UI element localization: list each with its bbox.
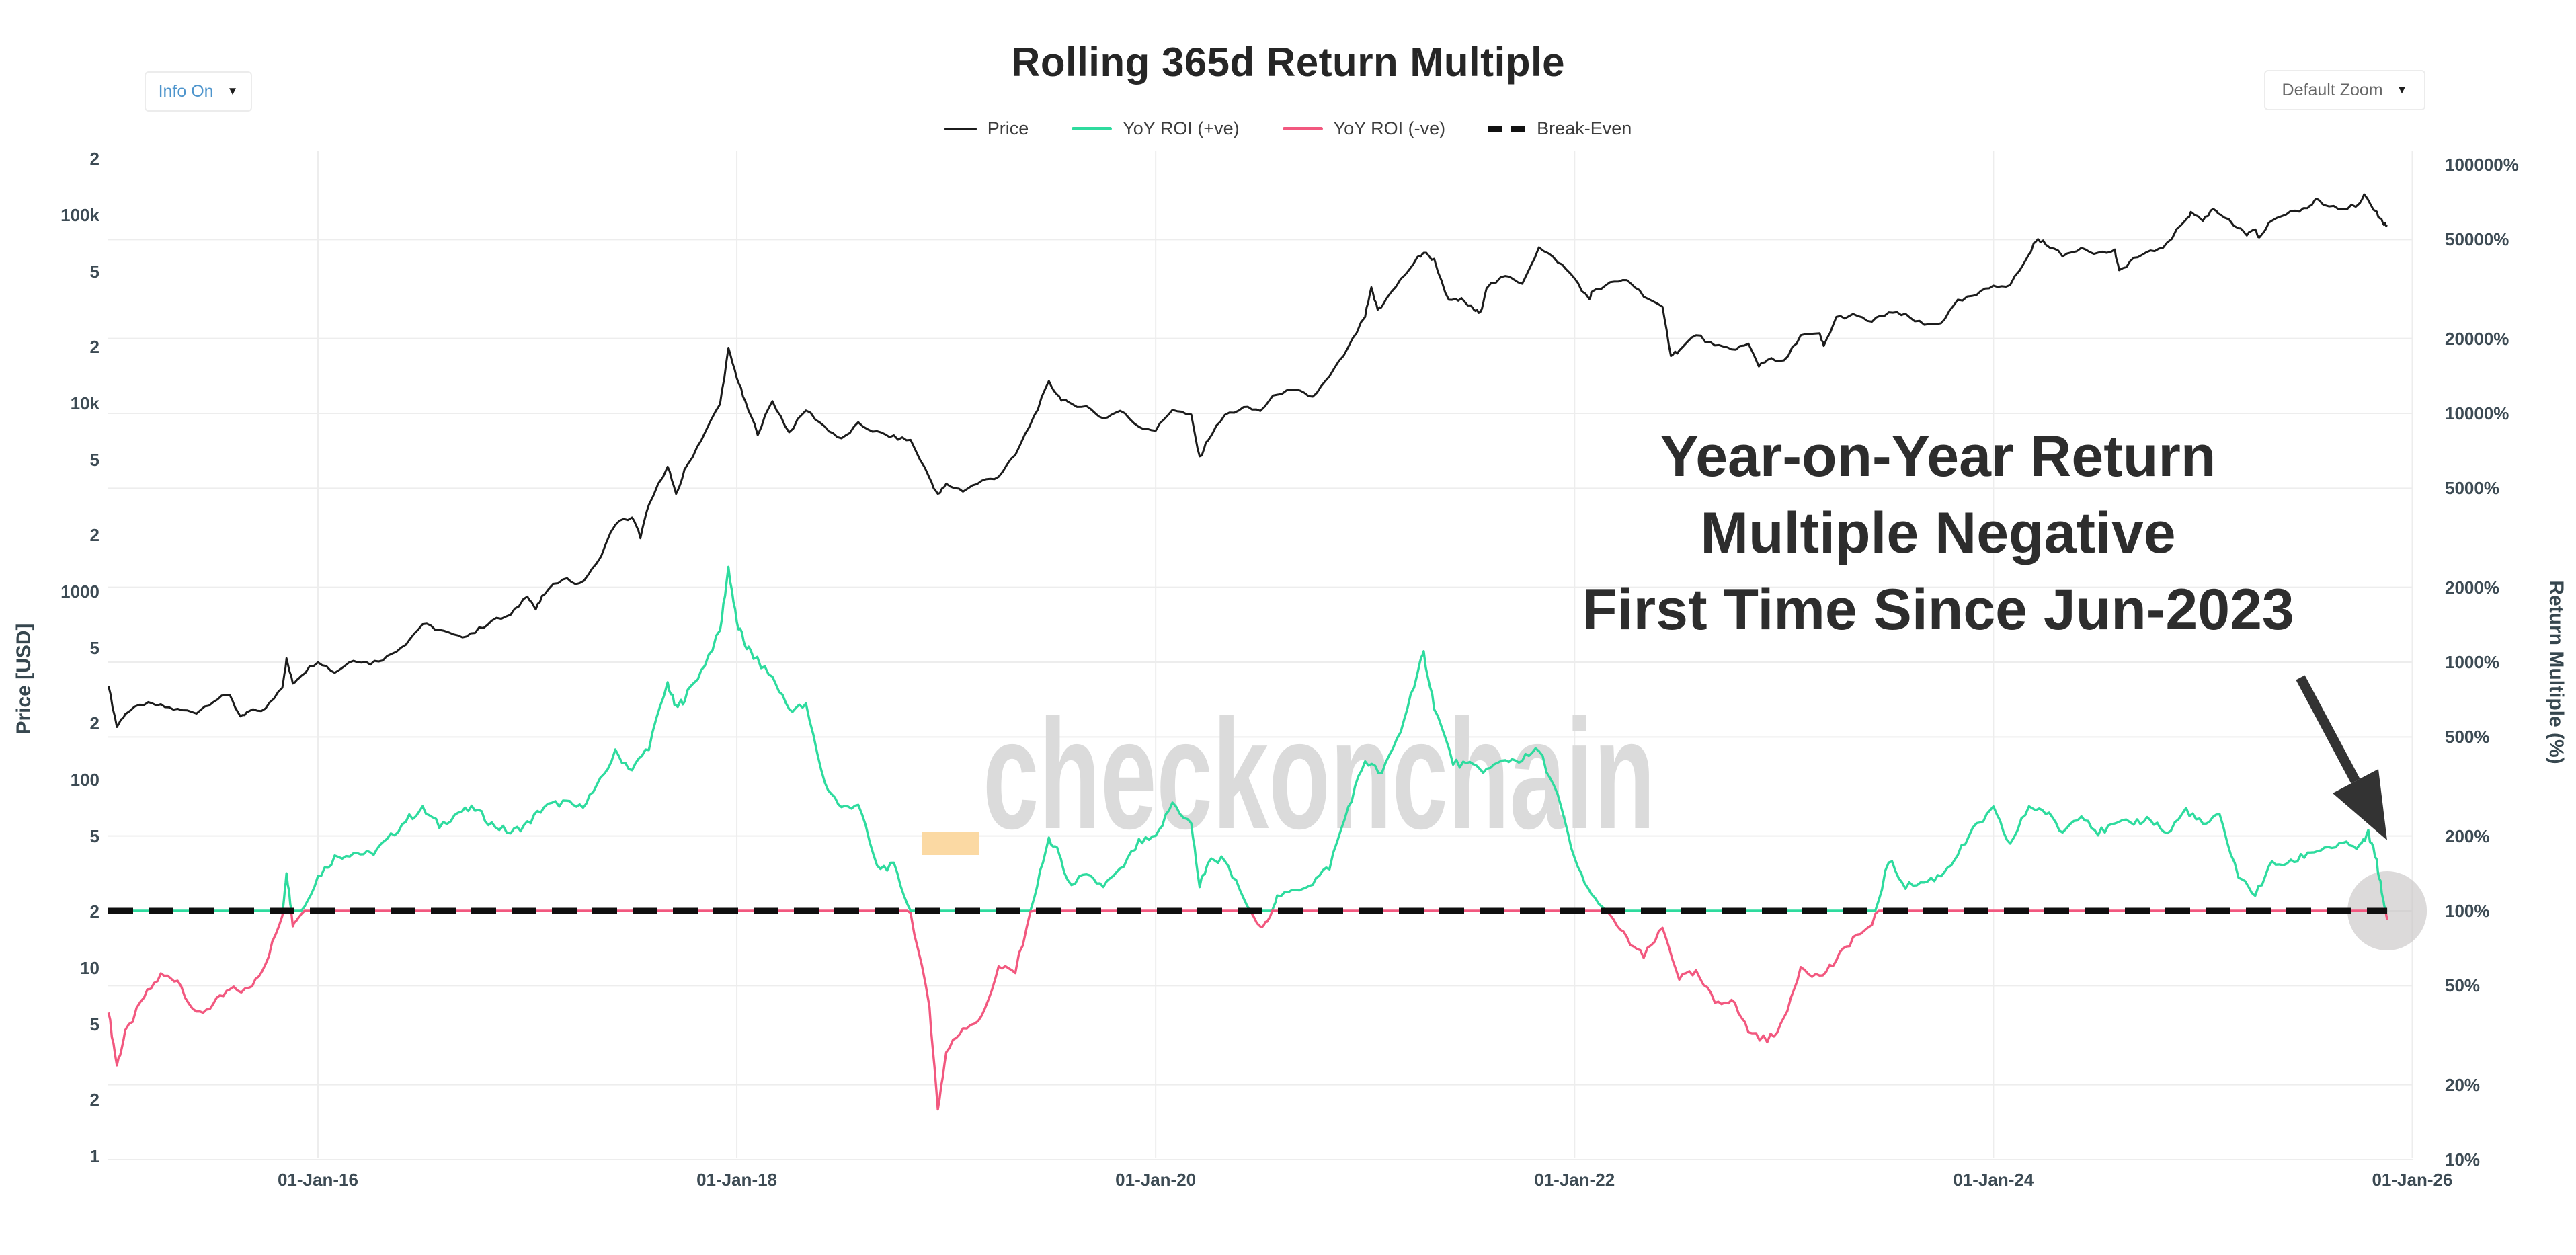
x-axis-tick: 01-Jan-22	[1534, 1170, 1615, 1190]
left-axis-title: Price [USD]	[13, 623, 35, 735]
left-axis-tick: 100k	[61, 205, 99, 225]
right-axis-tick: 500%	[2445, 727, 2490, 747]
legend-label: YoY ROI (+ve)	[1123, 118, 1240, 138]
right-axis-tick: 5000%	[2445, 478, 2499, 499]
left-axis-tick: 1	[89, 1146, 99, 1166]
x-axis-tick: 01-Jan-26	[2372, 1170, 2453, 1190]
roi-positive-line	[108, 565, 2388, 912]
left-axis-tick: 5	[89, 1014, 99, 1035]
left-axis-tick: 10k	[70, 393, 99, 413]
legend-swatch	[1282, 127, 1323, 130]
left-axis-tick: 2	[89, 148, 99, 169]
legend-swatch	[1488, 126, 1527, 132]
right-axis-tick: 50%	[2445, 975, 2481, 996]
legend-item-yoy-roi-ve-[interactable]: YoY ROI (-ve)	[1282, 118, 1446, 139]
legend-label: YoY ROI (-ve)	[1333, 118, 1446, 138]
x-axis-tick: 01-Jan-24	[1953, 1170, 2034, 1190]
watermark-text: checkonchain	[983, 688, 1655, 862]
left-axis-tick: 1000	[61, 581, 99, 602]
legend-item-break-even[interactable]: Break-Even	[1488, 118, 1632, 139]
annotation-callout: Year-on-Year Return Multiple Negative Fi…	[1501, 418, 2375, 648]
right-axis-tick: 200%	[2445, 825, 2490, 846]
info-toggle-label: Info On	[158, 81, 214, 101]
right-axis-tick: 2000%	[2445, 577, 2499, 598]
roi-negative-line	[107, 909, 2388, 1111]
left-axis-tick: 2	[89, 336, 99, 357]
right-axis-tick: 1000%	[2445, 652, 2499, 672]
legend-swatch	[1072, 127, 1113, 130]
annotation-line-2: Multiple Negative	[1700, 501, 2176, 565]
left-axis-tick: 10	[80, 958, 99, 978]
right-axis-tick: 100000%	[2445, 155, 2519, 175]
x-axis-tick: 01-Jan-20	[1115, 1170, 1197, 1190]
left-axis-tick: 100	[70, 770, 99, 790]
annotation-line-1: Year-on-Year Return	[1660, 424, 2216, 489]
right-axis-tick: 10000%	[2445, 403, 2509, 423]
right-axis-tick: 20%	[2445, 1074, 2481, 1095]
price-line	[107, 193, 2388, 728]
caret-down-icon: ▼	[227, 85, 239, 97]
caret-down-icon: ▼	[2396, 83, 2408, 96]
left-axis-tick: 5	[89, 450, 99, 471]
zoom-preset-label: Default Zoom	[2282, 80, 2383, 99]
left-axis-tick: 2	[89, 713, 99, 733]
legend-swatch	[944, 127, 977, 130]
left-axis-tick: 2	[89, 1089, 99, 1110]
chart-title: Rolling 365d Return Multiple	[1010, 40, 1566, 85]
zoom-preset-dropdown[interactable]: Default Zoom ▼	[2264, 70, 2425, 110]
legend-item-price[interactable]: Price	[944, 118, 1029, 139]
right-axis-tick: 10%	[2445, 1149, 2481, 1170]
left-axis-tick: 2	[89, 901, 99, 922]
right-axis-tick: 100%	[2445, 901, 2490, 921]
info-toggle-dropdown[interactable]: Info On ▼	[145, 71, 252, 112]
right-axis-title: Return Multiple (%)	[2545, 580, 2567, 764]
right-axis-tick: 20000%	[2445, 328, 2509, 349]
left-axis-tick: 5	[89, 638, 99, 659]
x-axis-tick: 01-Jan-18	[696, 1170, 778, 1190]
left-axis-tick: 2	[89, 524, 99, 545]
watermark-underscore	[922, 832, 979, 855]
legend-label: Break-Even	[1537, 118, 1632, 138]
left-axis-tick: 5	[89, 261, 99, 282]
left-axis-tick: 5	[89, 826, 99, 847]
annotation-arrow	[2296, 675, 2387, 840]
right-axis-tick: 50000%	[2445, 229, 2509, 250]
legend: Price YoY ROI (+ve) YoY ROI (-ve) Break-Eve…	[0, 118, 2576, 139]
annotation-line-3: First Time Since Jun-2023	[1582, 577, 2294, 642]
x-axis-tick: 01-Jan-16	[277, 1170, 358, 1190]
legend-item-yoy-roi-ve-[interactable]: YoY ROI (+ve)	[1072, 118, 1240, 139]
legend-label: Price	[987, 118, 1029, 138]
